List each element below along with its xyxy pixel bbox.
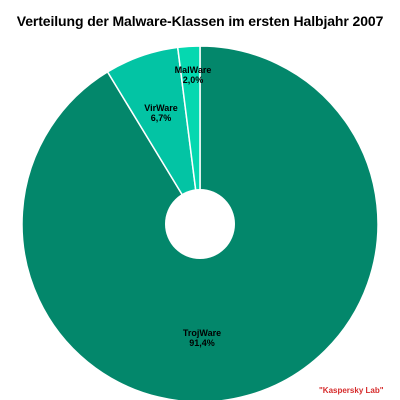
source-label: "Kaspersky Lab" xyxy=(319,386,384,395)
slice-label-trojware: TrojWare xyxy=(183,328,221,338)
chart-title: Verteilung der Malware-Klassen im ersten… xyxy=(16,13,384,29)
slice-value-virware: 6,7% xyxy=(151,113,172,123)
slice-value-trojware: 91,4% xyxy=(189,338,215,348)
slice-value-malware: 2,0% xyxy=(183,75,204,85)
slice-label-virware: VirWare xyxy=(144,103,178,113)
slice-label-malware: MalWare xyxy=(175,65,212,75)
donut-hole xyxy=(165,189,235,259)
pie-slice-malware xyxy=(176,45,201,225)
